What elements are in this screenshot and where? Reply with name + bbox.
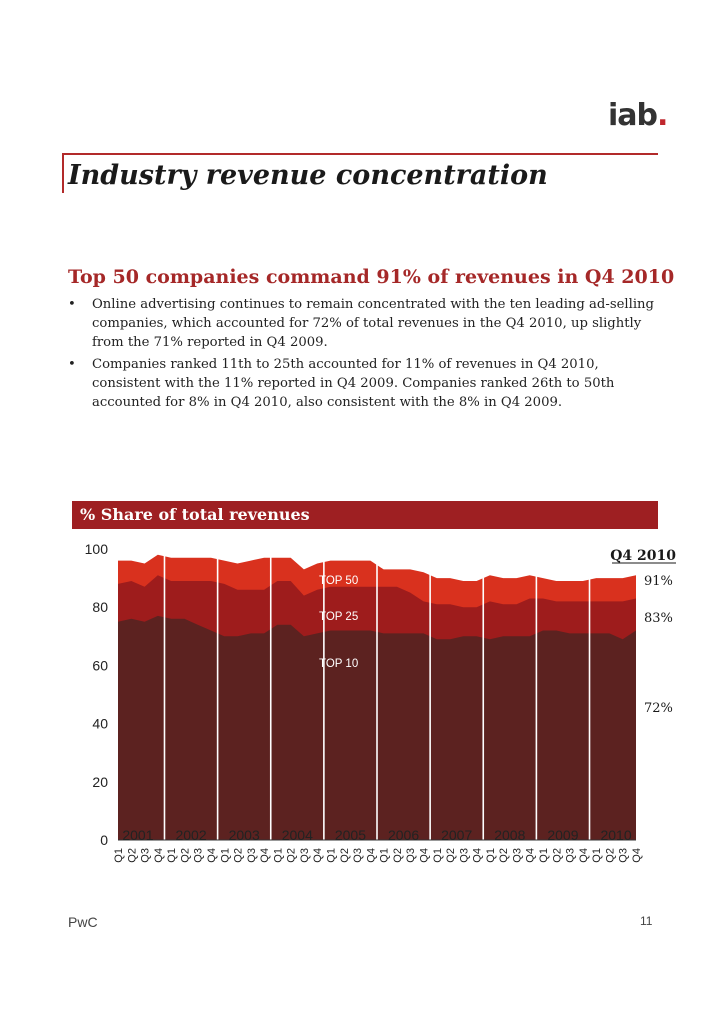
quarter-tick-label: Q4 (472, 848, 484, 863)
annotation-value: 72% (644, 701, 673, 716)
annotation-title: Q4 2010 (610, 548, 676, 564)
year-label: 2005 (335, 827, 366, 843)
year-label: 2009 (547, 827, 578, 843)
quarter-tick-label: Q4 (578, 848, 590, 863)
series-label: TOP 25 (319, 611, 358, 623)
quarter-tick-label: Q3 (299, 848, 311, 863)
quarter-tick-label: Q4 (153, 848, 165, 863)
y-tick-label: 100 (85, 541, 109, 557)
year-label: 2008 (494, 827, 525, 843)
quarter-tick-label: Q1 (485, 848, 497, 863)
title-bracket (62, 153, 64, 193)
quarter-tick-label: Q4 (525, 848, 537, 863)
quarter-tick-label: Q1 (272, 848, 284, 863)
year-label: 2004 (282, 827, 313, 843)
bullet-item-2: Companies ranked 11th to 25th accounted … (68, 355, 668, 412)
quarter-tick-label: Q3 (193, 848, 205, 863)
year-label: 2010 (600, 827, 631, 843)
quarter-tick-label: Q2 (498, 848, 510, 863)
quarter-tick-label: Q3 (405, 848, 417, 863)
quarter-tick-label: Q4 (312, 848, 324, 863)
iab-logo: iab. (608, 98, 668, 133)
quarter-tick-label: Q4 (259, 848, 271, 863)
section-subtitle: Top 50 companies command 91% of revenues… (68, 266, 675, 288)
quarter-tick-label: Q1 (166, 848, 178, 863)
quarter-tick-label: Q3 (352, 848, 364, 863)
bullet-list: Online advertising continues to remain c… (68, 295, 668, 415)
quarter-tick-label: Q1 (538, 848, 550, 863)
quarter-tick-label: Q4 (206, 848, 218, 863)
year-label: 2007 (441, 827, 472, 843)
quarter-tick-label: Q4 (365, 848, 377, 863)
quarter-tick-label: Q3 (618, 848, 630, 863)
page-title: Industry revenue concentration (68, 160, 548, 191)
quarter-tick-label: Q1 (591, 848, 603, 863)
y-tick-label: 20 (92, 774, 108, 790)
quarter-tick-label: Q3 (246, 848, 258, 863)
quarter-tick-label: Q2 (126, 848, 138, 863)
y-tick-label: 0 (100, 832, 108, 848)
quarter-tick-label: Q1 (219, 848, 231, 863)
quarter-tick-label: Q3 (140, 848, 152, 863)
quarter-tick-label: Q2 (339, 848, 351, 863)
logo-text: iab (608, 98, 658, 133)
chart-header: % Share of total revenues (72, 501, 658, 529)
annotation-value: 83% (644, 611, 673, 626)
logo-dot: . (657, 98, 668, 133)
year-label: 2002 (175, 827, 206, 843)
quarter-tick-label: Q3 (511, 848, 523, 863)
quarter-tick-label: Q2 (604, 848, 616, 863)
annotation-value: 91% (644, 574, 673, 589)
quarter-tick-label: Q1 (113, 848, 125, 863)
y-tick-label: 60 (92, 657, 108, 673)
page-number: 11 (640, 914, 653, 928)
quarter-tick-label: Q4 (631, 848, 643, 863)
quarter-tick-label: Q3 (565, 848, 577, 863)
quarter-tick-label: Q3 (458, 848, 470, 863)
series-label: TOP 50 (319, 575, 358, 587)
y-tick-label: 80 (92, 599, 108, 615)
year-label: 2003 (229, 827, 260, 843)
quarter-tick-label: Q4 (418, 848, 430, 863)
quarter-tick-label: Q1 (379, 848, 391, 863)
quarter-tick-label: Q1 (432, 848, 444, 863)
quarter-tick-label: Q2 (445, 848, 457, 863)
series-label: TOP 10 (319, 658, 358, 670)
year-label: 2006 (388, 827, 419, 843)
quarter-tick-label: Q2 (551, 848, 563, 863)
y-tick-label: 40 (92, 716, 108, 732)
year-label: 2001 (122, 827, 153, 843)
quarter-tick-label: Q2 (286, 848, 298, 863)
title-rule (62, 153, 658, 155)
footer-brand: PwC (68, 914, 98, 930)
bullet-item-1: Online advertising continues to remain c… (68, 295, 668, 352)
quarter-tick-label: Q2 (233, 848, 245, 863)
quarter-tick-label: Q2 (392, 848, 404, 863)
quarter-tick-label: Q1 (326, 848, 338, 863)
quarter-tick-label: Q2 (179, 848, 191, 863)
